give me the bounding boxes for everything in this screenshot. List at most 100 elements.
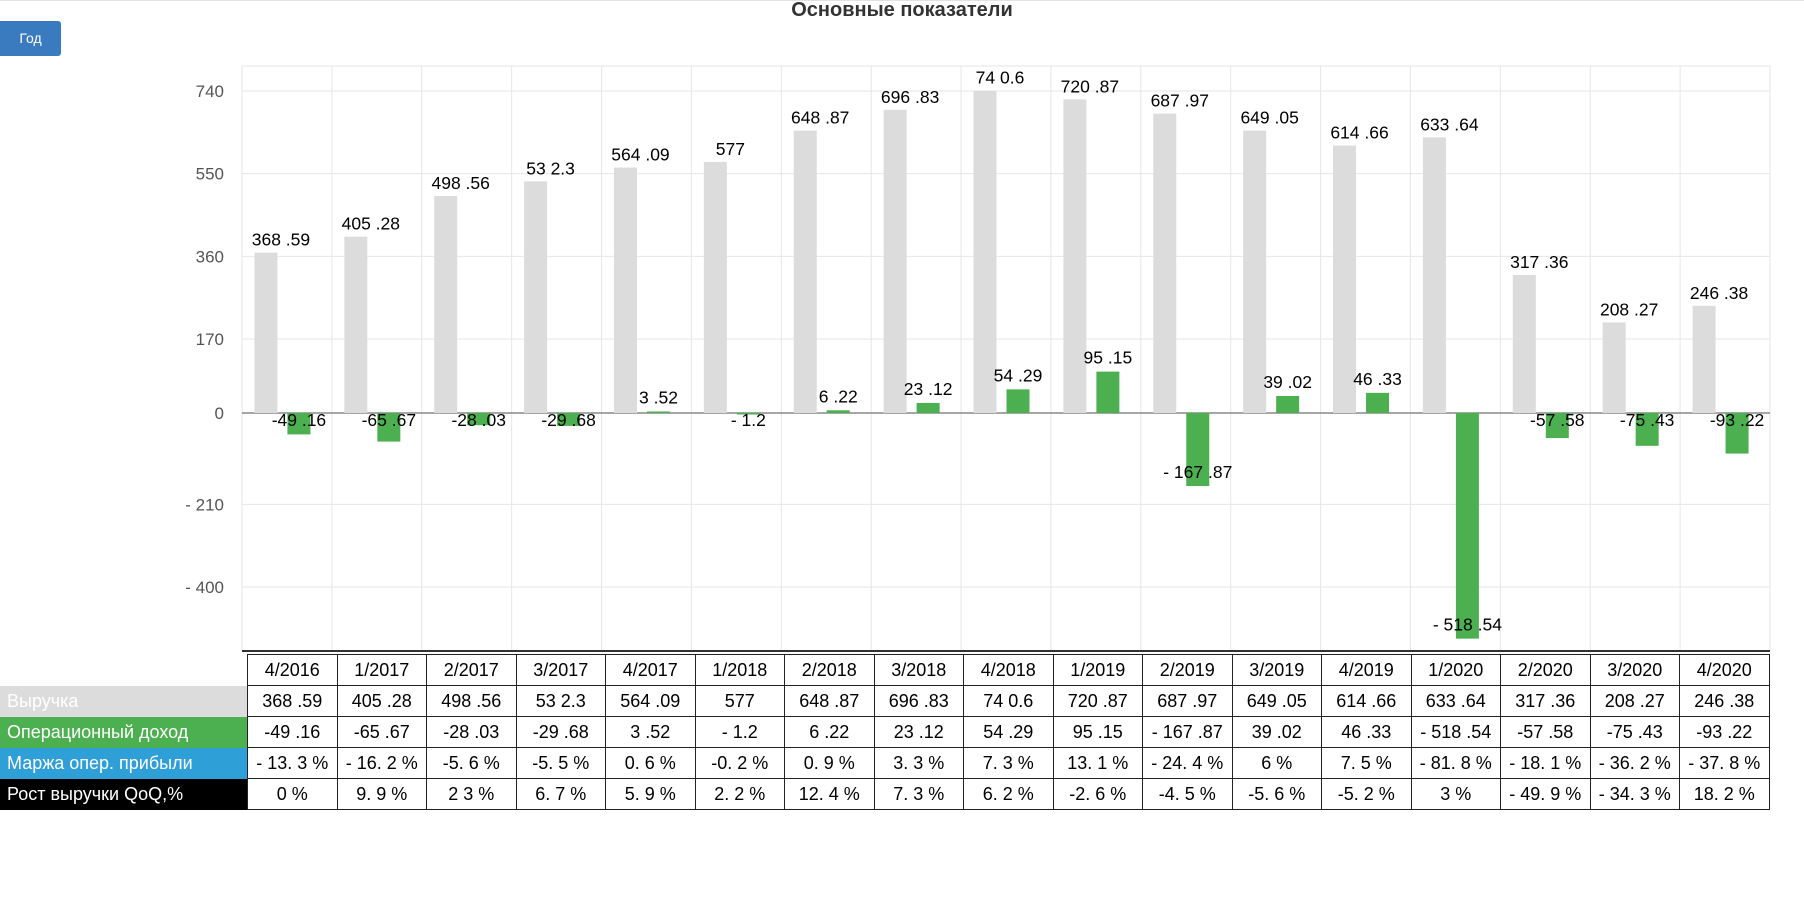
table-cell: 6 .22 [784, 716, 875, 748]
table-cell: 54 .29 [963, 716, 1054, 748]
table-header-cell: 4/2016 [247, 654, 338, 686]
row-label: Маржа опер. прибыли [0, 747, 248, 779]
table-header-cell: 3/2017 [515, 654, 606, 686]
op-income-bar [1096, 371, 1120, 413]
table-cell: -5. 5 % [515, 747, 606, 779]
op-income-value-label: 95 .15 [1084, 348, 1133, 368]
table-cell: -5. 2 % [1321, 778, 1412, 810]
table-cell: -28 .03 [426, 716, 517, 748]
table-cell: -29 .68 [515, 716, 606, 748]
table-cell: 317 .36 [1500, 685, 1591, 717]
revenue-bar [703, 161, 727, 413]
table-header-cell: 3/2020 [1589, 654, 1680, 686]
revenue-bar [1243, 130, 1267, 413]
op-income-value-label: 54 .29 [994, 365, 1043, 385]
table-cell: -49 .16 [247, 716, 338, 748]
revenue-bar [1422, 137, 1446, 413]
table-cell: -0. 2 % [694, 747, 785, 779]
table-cell: -65 .67 [336, 716, 427, 748]
op-income-bar [557, 413, 581, 426]
table-header-cell: 2/2018 [784, 654, 875, 686]
op-income-value-label: 3 .52 [639, 387, 678, 407]
op-income-value-label: -75 .43 [1620, 410, 1674, 430]
table-cell: - 24. 4 % [1142, 747, 1233, 779]
chart-plot: 740 550 360 170 0 - 210 - 400 368 .59 -49 .16 405… [185, 65, 1771, 652]
table-cell: - 16. 2 % [336, 747, 427, 779]
op-income-value-label: - 518 .54 [1433, 615, 1502, 635]
table-cell: 6 % [1231, 747, 1322, 779]
table-cell: - 34. 3 % [1589, 778, 1680, 810]
table-cell: 6. 2 % [963, 778, 1054, 810]
table-header-row: 4/2016 1/2017 2/2017 3/2017 4/2017 1/2018 2/20… [0, 654, 1770, 686]
table-header-cell: 4/2020 [1679, 654, 1770, 686]
table-cell: 208 .27 [1589, 685, 1680, 717]
table-cell: -5. 6 % [426, 747, 517, 779]
op-income-bar [736, 413, 760, 415]
table-cell: 7. 5 % [1321, 747, 1412, 779]
table-cell: 720 .87 [1052, 685, 1143, 717]
table-cell: 246 .38 [1679, 685, 1770, 717]
op-income-bar [646, 411, 670, 413]
op-income-bar [377, 413, 401, 442]
op-income-bar [1455, 413, 1479, 639]
row-op-income: Операционный доход -49 .16 -65 .67 -28 .03-… [0, 716, 1770, 748]
revenue-bar [1692, 305, 1716, 413]
revenue-value-label: 246 .38 [1690, 283, 1748, 303]
op-income-value-label: 23 .12 [904, 379, 953, 399]
y-tick-label: 0 [215, 404, 224, 423]
revenue-value-label: 649 .05 [1240, 108, 1298, 128]
op-income-bar [826, 410, 850, 413]
data-table: 4/2016 1/2017 2/2017 3/2017 4/2017 1/2018 2/20… [0, 654, 1770, 810]
table-cell: - 49. 9 % [1500, 778, 1591, 810]
table-cell: 18. 2 % [1679, 778, 1770, 810]
table-header-cell: 2/2020 [1500, 654, 1591, 686]
table-cell: 405 .28 [336, 685, 427, 717]
op-income-bar [1635, 413, 1659, 446]
row-revenue-growth: Рост выручки QoQ,% 0 % 9. 9 % 2 3 % 6. 7 % 5.… [0, 778, 1770, 810]
table-cell: 648 .87 [784, 685, 875, 717]
y-tick-label: - 210 [185, 495, 224, 514]
table-cell: - 13. 3 % [247, 747, 338, 779]
table-cell: - 518 .54 [1410, 716, 1501, 748]
op-income-value-label: -93 .22 [1710, 410, 1764, 430]
table-cell: -93 .22 [1679, 716, 1770, 748]
row-revenue: Выручка 368 .59 405 .28 498 .56 53 2.3 564 .0… [0, 685, 1770, 717]
revenue-value-label: 577 [716, 139, 745, 159]
table-cell: 577 [694, 685, 785, 717]
table-cell: -5. 6 % [1231, 778, 1322, 810]
table-cell: -2. 6 % [1052, 778, 1143, 810]
table-cell: 687 .97 [1142, 685, 1233, 717]
op-income-value-label: 39 .02 [1263, 372, 1312, 392]
revenue-bar [1512, 274, 1536, 413]
op-income-value-label: -28 .03 [451, 410, 505, 430]
plot-area [241, 65, 1771, 652]
revenue-value-label: 208 .27 [1600, 299, 1658, 319]
table-cell: - 37. 8 % [1679, 747, 1770, 779]
table-cell: 0 % [247, 778, 338, 810]
table-header-cell: 4/2019 [1321, 654, 1412, 686]
op-income-value-label: 46 .33 [1353, 369, 1402, 389]
revenue-bar [434, 196, 458, 413]
table-cell: 368 .59 [247, 685, 338, 717]
op-income-bar [1545, 413, 1569, 439]
revenue-bar [1333, 145, 1357, 413]
revenue-value-label: 648 .87 [791, 108, 849, 128]
revenue-value-label: 405 .28 [342, 214, 400, 234]
revenue-bar [1153, 113, 1177, 414]
table-cell: 95 .15 [1052, 716, 1143, 748]
revenue-value-label: 633 .64 [1420, 114, 1479, 134]
table-cell: 3 % [1410, 778, 1501, 810]
top-divider [0, 0, 1804, 1]
op-income-value-label: -57 .58 [1530, 410, 1584, 430]
revenue-value-label: 720 .87 [1061, 76, 1119, 96]
op-income-bar [1186, 413, 1210, 487]
row-label: Рост выручки QoQ,% [0, 778, 248, 810]
period-year-button[interactable]: Год [0, 21, 61, 56]
table-cell: 39 .02 [1231, 716, 1322, 748]
table-cell: 696 .83 [873, 685, 964, 717]
table-header-cell: 1/2019 [1052, 654, 1143, 686]
row-label: Операционный доход [0, 716, 248, 748]
table-header-cell: 1/2017 [336, 654, 427, 686]
table-cell: - 36. 2 % [1589, 747, 1680, 779]
table-corner [0, 655, 248, 686]
